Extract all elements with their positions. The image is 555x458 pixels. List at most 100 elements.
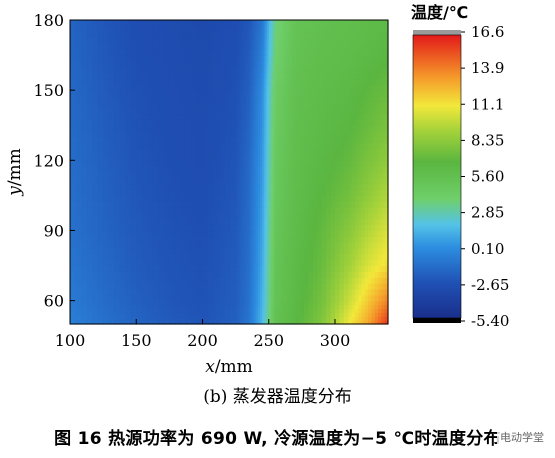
- heatmap-cell: [262, 294, 265, 302]
- heatmap-cell: [224, 312, 231, 317]
- heatmap-cell: [285, 253, 290, 261]
- heatmap-cell: [361, 113, 366, 120]
- heatmap-cell: [326, 49, 332, 56]
- heatmap-cell: [219, 294, 226, 302]
- heatmap-cell: [282, 107, 286, 115]
- heatmap-cell: [326, 131, 332, 138]
- heatmap-cell: [361, 300, 366, 306]
- y-tick-label: 150: [33, 81, 64, 100]
- heatmap-cell: [354, 49, 359, 56]
- heatmap-cell: [326, 177, 332, 185]
- heatmap-cell: [97, 25, 104, 33]
- heatmap-cell: [321, 308, 327, 313]
- heatmap-cell: [213, 113, 220, 120]
- heatmap-cell: [364, 90, 369, 97]
- heatmap-cell: [92, 183, 99, 191]
- heatmap-cell: [282, 283, 286, 290]
- heatmap-cell: [70, 277, 77, 284]
- heatmap-cell: [255, 183, 259, 191]
- heatmap-cell: [262, 320, 265, 325]
- heatmap-cell: [330, 271, 336, 278]
- heatmap-cell: [257, 201, 261, 208]
- heatmap-cell: [368, 43, 373, 50]
- heatmap-cell: [230, 37, 237, 44]
- heatmap-cell: [371, 142, 376, 150]
- heatmap-cell: [266, 78, 270, 85]
- heatmap-cell: [295, 271, 301, 278]
- heatmap-cell: [288, 183, 293, 191]
- heatmap-cell: [202, 183, 209, 191]
- heatmap-cell: [275, 84, 280, 91]
- heatmap-cell: [354, 265, 359, 272]
- heatmap-cell: [358, 142, 363, 150]
- heatmap-cell: [152, 230, 159, 237]
- heatmap-cell: [246, 195, 250, 202]
- heatmap-cell: [108, 160, 115, 167]
- heatmap-cell: [275, 212, 280, 220]
- heatmap-cell: [381, 142, 386, 150]
- heatmap-cell: [147, 96, 154, 103]
- heatmap-cell: [348, 31, 353, 39]
- heatmap-cell: [282, 84, 286, 91]
- heatmap-cell: [213, 31, 220, 39]
- heatmap-cell: [259, 177, 263, 185]
- heatmap-cell: [213, 308, 220, 313]
- heatmap-cell: [152, 96, 159, 103]
- heatmap-cell: [202, 236, 209, 243]
- heatmap-cell: [354, 84, 359, 91]
- heatmap-cell: [242, 37, 246, 44]
- heatmap-cell: [208, 20, 215, 27]
- heatmap-cell: [343, 55, 349, 62]
- heatmap-cell: [364, 308, 369, 313]
- heatmap-cell: [282, 148, 286, 156]
- heatmap-cell: [108, 218, 115, 226]
- heatmap-cell: [191, 136, 198, 144]
- heatmap-cell: [351, 304, 356, 310]
- heatmap-cell: [299, 31, 305, 39]
- heatmap-cell: [285, 84, 290, 91]
- heatmap-cell: [299, 312, 305, 317]
- heatmap-cell: [75, 136, 82, 144]
- heatmap-cell: [264, 320, 268, 325]
- heatmap-cell: [255, 320, 259, 325]
- heatmap-cell: [202, 283, 209, 290]
- heatmap-cell: [147, 224, 154, 232]
- heatmap-cell: [308, 224, 314, 232]
- heatmap-cell: [312, 43, 318, 50]
- heatmap-cell: [251, 253, 254, 261]
- heatmap-cell: [251, 172, 254, 179]
- heatmap-cell: [248, 316, 252, 321]
- heatmap-cell: [264, 66, 268, 74]
- heatmap-cell: [103, 113, 110, 120]
- heatmap-cell: [291, 78, 296, 85]
- heatmap-cell: [191, 207, 198, 214]
- heatmap-cell: [119, 304, 126, 310]
- heatmap-cell: [86, 183, 93, 191]
- heatmap-cell: [196, 148, 204, 156]
- heatmap-cell: [70, 148, 77, 156]
- heatmap-cell: [163, 201, 170, 208]
- heatmap-cell: [273, 300, 276, 306]
- heatmap-cell: [240, 78, 243, 85]
- heatmap-cell: [361, 55, 366, 62]
- heatmap-cell: [264, 72, 268, 80]
- heatmap-cell: [291, 90, 296, 97]
- heatmap-cell: [97, 113, 104, 120]
- heatmap-cell: [125, 300, 132, 306]
- heatmap-cell: [251, 49, 254, 56]
- heatmap-cell: [251, 201, 254, 208]
- heatmap-cell: [235, 277, 239, 284]
- heatmap-cell: [180, 248, 187, 255]
- heatmap-cell: [81, 212, 88, 220]
- heatmap-cell: [317, 259, 323, 267]
- heatmap-cell: [208, 283, 215, 290]
- heatmap-cell: [348, 288, 353, 296]
- heatmap-cell: [321, 101, 327, 109]
- heatmap-cell: [358, 195, 363, 202]
- heatmap-cell: [244, 66, 248, 74]
- heatmap-cell: [213, 136, 220, 144]
- heatmap-cell: [321, 136, 327, 144]
- heatmap-cell: [273, 78, 276, 85]
- heatmap-cell: [308, 201, 314, 208]
- heatmap-cell: [81, 131, 88, 138]
